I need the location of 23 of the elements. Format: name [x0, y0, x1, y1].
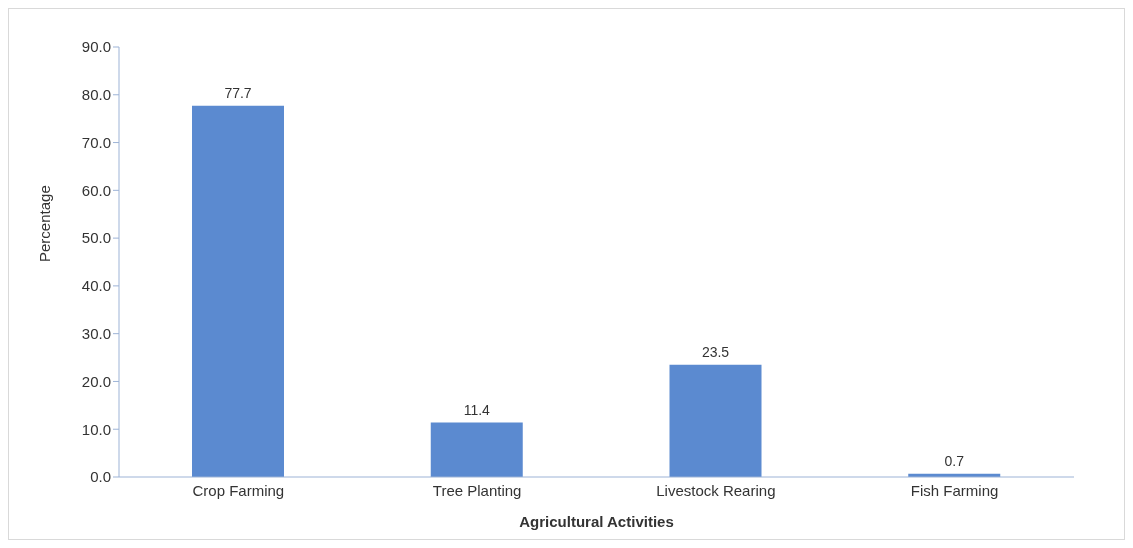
y-tick-label: 10.0	[81, 420, 111, 438]
x-tick-label: Fish Farming	[910, 481, 999, 499]
y-axis-title: Percentage	[36, 185, 54, 262]
y-tick-label: 60.0	[81, 181, 111, 199]
x-tick-label: Livestock Rearing	[656, 481, 776, 499]
y-tick-label: 40.0	[81, 277, 111, 295]
data-label: 11.4	[463, 401, 491, 418]
bar	[430, 422, 523, 477]
y-tick-label: 30.0	[81, 324, 111, 342]
x-axis-title: Agricultural Activities	[519, 513, 674, 530]
data-label: 77.7	[224, 84, 252, 101]
y-tick-label: 90.0	[81, 38, 111, 56]
bar	[669, 364, 762, 477]
y-tick-label: 80.0	[81, 86, 111, 104]
y-tick-label: 20.0	[81, 372, 111, 390]
bar	[192, 105, 284, 477]
data-label: 23.5	[701, 343, 730, 360]
y-tick-label: 50.0	[81, 229, 111, 247]
x-tick-label: Tree Planting	[432, 481, 522, 499]
y-tick-label: 70.0	[81, 133, 111, 151]
y-tick-label: 0.0	[90, 468, 111, 486]
data-label: 0.7	[944, 452, 965, 469]
x-tick-label: Crop Farming	[192, 481, 285, 499]
